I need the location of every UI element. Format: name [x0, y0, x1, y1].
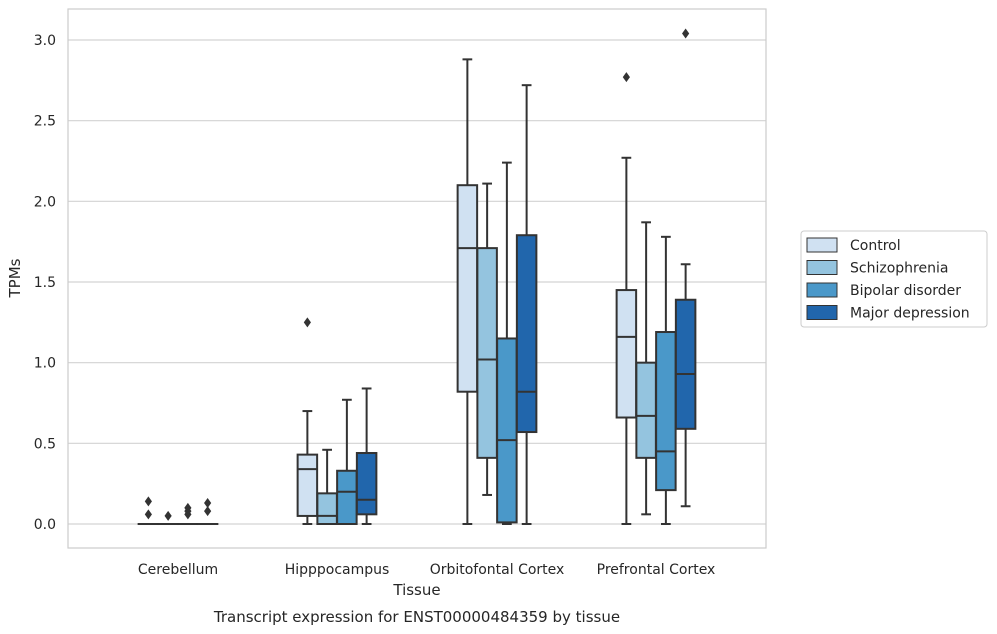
outlier-point [184, 502, 192, 513]
x-axis-label: Tissue [392, 581, 440, 599]
box-groups [137, 28, 697, 526]
outlier-point [303, 317, 311, 328]
legend-label: Bipolar disorder [850, 283, 961, 299]
box-body [515, 234, 538, 434]
x-tick-label: Prefrontal Cortex [597, 562, 716, 578]
box-major-depression [355, 387, 378, 525]
legend-swatch [806, 305, 838, 320]
outlier-point [622, 72, 630, 83]
y-tick-label: 3.0 [34, 33, 56, 49]
box-body [674, 298, 697, 430]
gridlines [68, 39, 766, 525]
legend-swatch [806, 282, 838, 298]
x-tick-label: Hipppocampus [285, 562, 390, 578]
x-tick-label: Orbitofontal Cortex [430, 562, 565, 578]
box-bipolar-disorder [336, 398, 358, 526]
legend-swatch [806, 260, 838, 275]
box-control [456, 58, 479, 525]
outlier-point [204, 498, 212, 509]
box-body [296, 453, 319, 517]
legend-label: Control [850, 238, 901, 254]
outlier-point [204, 506, 212, 517]
box-body [476, 247, 498, 459]
x-tick-label: Cerebellum [138, 562, 218, 578]
y-tick-label: 2.5 [34, 114, 56, 130]
legend: Control Schizophrenia Bipolar disorder Majo… [800, 230, 988, 328]
x-tick-labels: Cerebellum Hipppocampus Orbitofontal Corte… [138, 562, 715, 578]
box-body [456, 184, 479, 393]
y-tick-label: 1.0 [34, 356, 56, 372]
box-major-depression [674, 28, 697, 508]
box-body [355, 452, 378, 516]
box-major-depression [515, 84, 538, 525]
y-tick-label: 0.5 [34, 436, 56, 452]
box-bipolar-disorder [177, 502, 199, 526]
box-body [336, 469, 358, 526]
box-body [655, 331, 677, 492]
legend-frame [800, 230, 988, 328]
box-body [635, 361, 657, 459]
box-major-depression [196, 498, 219, 526]
chart-caption: Transcript expression for ENST0000048435… [213, 608, 620, 626]
outlier-point [164, 510, 172, 521]
legend-label: Major depression [850, 306, 970, 322]
box-schizophrenia [476, 182, 498, 496]
box-control [137, 496, 160, 526]
box-control [615, 72, 638, 525]
box-schizophrenia [316, 448, 338, 526]
plot-area-frame [67, 8, 767, 549]
box-control [296, 317, 319, 525]
legend-label: Schizophrenia [850, 261, 948, 277]
outlier-point [144, 509, 152, 520]
legend-swatch [806, 237, 838, 253]
outlier-point [682, 28, 690, 39]
box-body [615, 289, 638, 419]
y-tick-label: 0.0 [34, 517, 56, 533]
y-axis-label: TPMs [6, 258, 24, 298]
box-schizophrenia [635, 221, 657, 516]
box-bipolar-disorder [655, 235, 677, 525]
box-bipolar-disorder [496, 161, 518, 525]
box-body [316, 492, 338, 526]
y-tick-labels: 0.0 0.5 1.0 1.5 2.0 2.5 3.0 [34, 33, 56, 533]
y-tick-label: 2.0 [34, 194, 56, 210]
box-body [496, 337, 518, 524]
y-tick-label: 1.5 [34, 275, 56, 291]
box-schizophrenia [157, 510, 179, 526]
outlier-point [144, 496, 152, 507]
